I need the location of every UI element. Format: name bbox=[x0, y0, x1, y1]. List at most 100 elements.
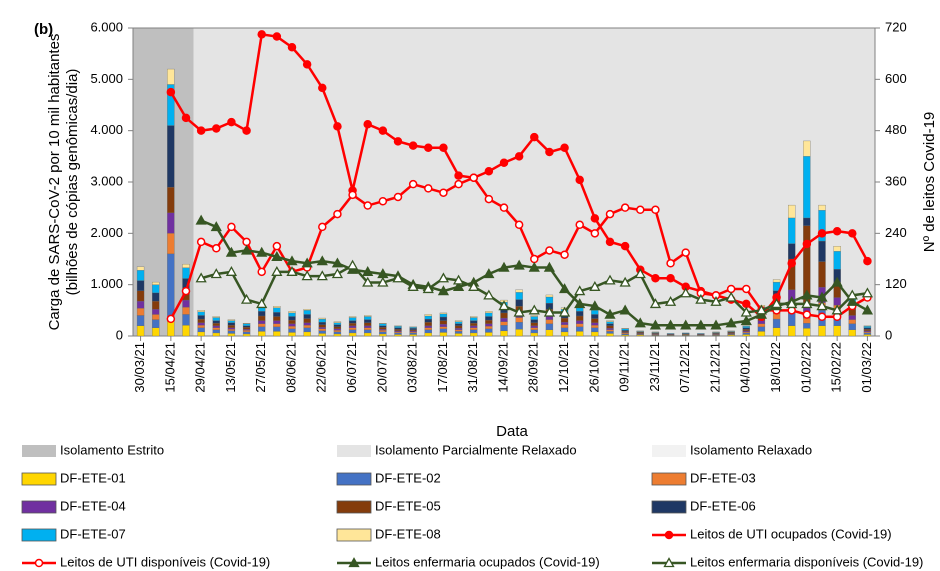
line-marker bbox=[589, 300, 601, 311]
y-tick-label: 5.000 bbox=[90, 71, 123, 86]
bar-segment bbox=[212, 329, 220, 334]
bar-segment bbox=[742, 334, 750, 337]
bar-segment bbox=[697, 333, 705, 335]
y-axis-title: Carga de SARS-CoV-2 por 10 mil habitante… bbox=[46, 34, 63, 331]
line-marker bbox=[286, 266, 298, 276]
bar-segment bbox=[242, 333, 251, 337]
bar-segment bbox=[591, 327, 599, 333]
line-marker bbox=[422, 283, 434, 294]
line-marker bbox=[424, 184, 433, 193]
bar-segment bbox=[273, 316, 281, 321]
bar-segment bbox=[500, 330, 508, 337]
y2-tick-label: 720 bbox=[885, 19, 907, 34]
legend-label: DF-ETE-05 bbox=[375, 498, 441, 513]
legend-label: Leitos de UTI ocupados (Covid-19) bbox=[690, 526, 892, 541]
line-marker bbox=[195, 272, 207, 283]
bar-segment bbox=[712, 331, 720, 333]
bar-segment bbox=[803, 217, 811, 226]
line-marker bbox=[620, 241, 630, 251]
line-marker bbox=[680, 287, 692, 298]
bar-segment bbox=[242, 329, 251, 331]
bar-segment bbox=[242, 331, 251, 335]
bar-segment bbox=[848, 329, 856, 337]
bar-segment bbox=[424, 325, 432, 328]
line-marker bbox=[543, 306, 556, 317]
line-marker bbox=[831, 276, 843, 287]
bar-segment bbox=[227, 333, 236, 337]
line-marker bbox=[649, 319, 662, 330]
bar-segment bbox=[485, 316, 493, 321]
line-marker bbox=[256, 298, 268, 309]
line-marker bbox=[801, 298, 813, 309]
bar-segment bbox=[515, 321, 523, 330]
line-marker bbox=[787, 259, 796, 268]
bar-segment bbox=[439, 312, 448, 315]
bar-segment bbox=[788, 217, 796, 244]
legend-label: Isolamento Parcialmente Relaxado bbox=[375, 442, 577, 457]
line-marker bbox=[499, 158, 509, 167]
line-marker bbox=[863, 256, 872, 266]
bar-segment bbox=[242, 323, 251, 326]
bar-segment bbox=[394, 329, 402, 332]
legend-swatch bbox=[21, 500, 57, 514]
bar-segment bbox=[485, 312, 493, 317]
line-marker bbox=[469, 173, 478, 182]
bar-segment bbox=[454, 333, 463, 337]
bar-segment bbox=[636, 334, 644, 337]
line-marker bbox=[634, 268, 646, 279]
bar-segment bbox=[288, 316, 296, 321]
bar-segment bbox=[152, 300, 160, 310]
bar-segment bbox=[212, 320, 220, 324]
bar-segment bbox=[439, 313, 448, 318]
bar-segment bbox=[863, 327, 872, 330]
bar-segment bbox=[576, 323, 584, 327]
bar-segment bbox=[833, 297, 841, 306]
bar-segment bbox=[470, 327, 478, 330]
bar-segment bbox=[803, 328, 811, 337]
y2-tick-label: 360 bbox=[885, 173, 907, 188]
legend-swatch bbox=[652, 445, 686, 457]
bar-segment bbox=[197, 310, 205, 313]
bar-segment bbox=[424, 329, 432, 334]
bar-segment bbox=[348, 325, 357, 328]
bar-segment bbox=[152, 327, 160, 337]
bar-segment bbox=[288, 323, 296, 327]
bar-segment bbox=[197, 318, 205, 323]
bar-segment bbox=[333, 322, 342, 325]
bar-segment bbox=[303, 318, 311, 323]
legend-label: Leitos enfermaria disponíveis (Covid-19) bbox=[690, 554, 923, 569]
bar-segment bbox=[560, 321, 569, 325]
bar-segment bbox=[333, 328, 342, 331]
legend-label: DF-ETE-04 bbox=[60, 498, 126, 513]
line-marker bbox=[316, 270, 328, 281]
bar-segment bbox=[621, 332, 629, 335]
bar-segment bbox=[560, 327, 569, 333]
bar-segment bbox=[848, 315, 856, 320]
bar-segment bbox=[318, 327, 326, 329]
line-marker bbox=[302, 60, 312, 69]
line-marker bbox=[575, 175, 584, 185]
y-tick-label: 6.000 bbox=[90, 19, 123, 34]
bar-segment bbox=[227, 320, 236, 323]
bar-segment bbox=[545, 323, 554, 330]
line-marker bbox=[210, 268, 222, 279]
line-marker bbox=[619, 276, 631, 287]
bar-segment bbox=[424, 314, 432, 317]
line-marker bbox=[362, 266, 374, 276]
line-marker bbox=[483, 268, 495, 279]
bar-segment bbox=[348, 316, 357, 318]
line-marker bbox=[227, 222, 236, 232]
bar-segment bbox=[288, 332, 296, 337]
x-tick-label: 08/06/21 bbox=[283, 342, 298, 393]
bar-segment bbox=[379, 327, 387, 330]
bar-segment bbox=[454, 320, 463, 322]
line-marker bbox=[817, 312, 827, 321]
bar-segment bbox=[788, 325, 796, 337]
bar-segment bbox=[818, 261, 826, 288]
legend-label: Isolamento Relaxado bbox=[690, 442, 812, 457]
bar-segment bbox=[379, 329, 387, 331]
line-marker bbox=[437, 272, 450, 283]
bar-segment bbox=[273, 312, 281, 317]
x-tick-label: 13/05/21 bbox=[223, 342, 238, 393]
bar-segment bbox=[515, 329, 523, 337]
